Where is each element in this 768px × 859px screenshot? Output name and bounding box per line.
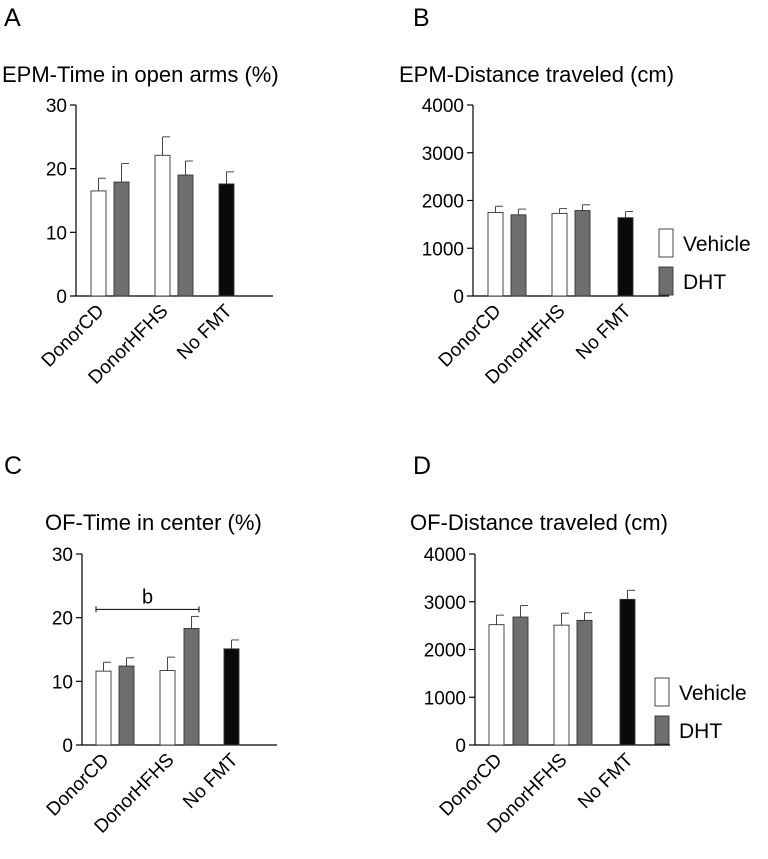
- y-tick-label: 1000: [424, 688, 466, 709]
- chart-panel-b: B EPM-Distance traveled (cm) 0 1000 2000 3000…: [399, 4, 751, 389]
- chart-title: OF-Time in center (%): [45, 510, 262, 535]
- panel-letter: B: [413, 4, 430, 32]
- y-tick-label: 4000: [424, 545, 466, 566]
- bar: [183, 628, 200, 746]
- bar: [95, 670, 112, 746]
- panel-letter: D: [413, 452, 431, 480]
- y-tick-label: 30: [52, 545, 73, 566]
- y-tick-label: 0: [56, 287, 67, 308]
- bar: [510, 214, 527, 297]
- legend-label: Vehicle: [679, 682, 747, 705]
- legend-label: DHT: [683, 271, 726, 294]
- bar: [553, 624, 570, 746]
- legend-swatch-dht: [658, 266, 674, 296]
- panel-letter: C: [4, 452, 22, 480]
- bar: [617, 217, 634, 297]
- bar: [488, 624, 505, 746]
- panel-letter: A: [4, 4, 21, 32]
- legend-swatch-dht: [654, 715, 670, 745]
- y-tick-label: 20: [52, 609, 73, 630]
- chart-title: EPM-Distance traveled (cm): [399, 62, 674, 87]
- bar: [154, 154, 171, 297]
- legend-swatch-vehicle: [658, 228, 674, 258]
- x-category-label: No FMT: [572, 300, 636, 364]
- bar: [619, 598, 636, 746]
- bar: [90, 190, 107, 297]
- x-category-label: No FMT: [574, 749, 638, 813]
- y-tick-label: 10: [52, 672, 73, 693]
- sig-label: b: [142, 586, 153, 608]
- legend-label: Vehicle: [683, 233, 751, 256]
- y-tick-label: 3000: [422, 144, 464, 165]
- y-tick-label: 30: [46, 96, 67, 117]
- legend-label: DHT: [679, 720, 722, 743]
- chart-panel-c: COF-Time in center (%)0102030DonorCDDono…: [4, 452, 277, 838]
- y-tick-label: 4000: [422, 96, 464, 117]
- chart-panel-d: D OF-Distance traveled (cm) 0 1000 2000 3000 4…: [410, 452, 747, 838]
- legend-swatch-vehicle: [654, 677, 670, 707]
- bar: [218, 183, 235, 297]
- y-tick-label: 0: [453, 287, 464, 308]
- bar: [118, 665, 135, 746]
- bar: [576, 619, 593, 746]
- y-tick-label: 0: [455, 736, 466, 757]
- y-tick-label: 2000: [422, 192, 464, 213]
- y-tick-label: 3000: [424, 593, 466, 614]
- y-tick-label: 1000: [422, 239, 464, 260]
- bar: [223, 648, 240, 746]
- bar: [159, 670, 176, 746]
- bar: [551, 212, 568, 297]
- y-tick-label: 20: [46, 160, 67, 181]
- x-category-label: No FMT: [173, 300, 237, 364]
- bar: [177, 174, 194, 297]
- x-category-label: No FMT: [179, 749, 243, 813]
- chart-title: EPM-Time in open arms (%): [2, 62, 279, 87]
- y-tick-label: 10: [46, 223, 67, 244]
- bar: [574, 210, 591, 297]
- y-tick-label: 0: [62, 736, 73, 757]
- bar: [487, 211, 504, 297]
- bar: [512, 616, 529, 746]
- bar: [113, 181, 130, 297]
- y-tick-label: 2000: [424, 641, 466, 662]
- chart-title: OF-Distance traveled (cm): [410, 510, 668, 535]
